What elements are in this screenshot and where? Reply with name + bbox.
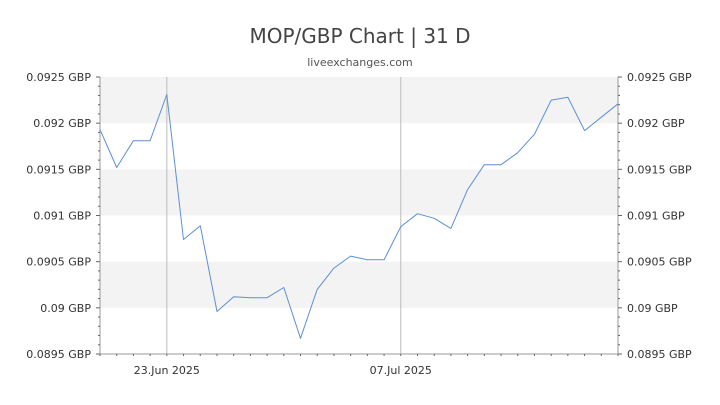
x-tick-label: 07.Jul 2025 <box>370 364 432 377</box>
x-tick-label: 23.Jun 2025 <box>134 364 200 377</box>
y-tick-label-left: 0.0915 GBP <box>26 163 91 176</box>
y-tick-label-right: 0.0915 GBP <box>627 163 692 176</box>
grid-band <box>100 77 618 124</box>
grid-band <box>100 169 618 216</box>
grid-band <box>100 261 618 308</box>
chart-title: MOP/GBP Chart | 31 D <box>249 24 471 48</box>
y-tick-label-right: 0.09 GBP <box>627 302 678 315</box>
y-tick-label-right: 0.092 GBP <box>627 117 685 130</box>
series-line <box>99 94 619 339</box>
y-tick-label-left: 0.0895 GBP <box>26 348 91 361</box>
y-tick-label-right: 0.0925 GBP <box>627 71 692 84</box>
y-tick-label-left: 0.091 GBP <box>33 210 91 223</box>
chart-subtitle: liveexchanges.com <box>307 56 413 69</box>
y-tick-label-right: 0.091 GBP <box>627 210 685 223</box>
y-tick-label-left: 0.09 GBP <box>40 302 91 315</box>
y-tick-label-left: 0.0905 GBP <box>26 256 91 269</box>
y-tick-label-right: 0.0905 GBP <box>627 256 692 269</box>
y-tick-label-left: 0.092 GBP <box>33 117 91 130</box>
y-tick-label-right: 0.0895 GBP <box>627 348 692 361</box>
y-tick-label-left: 0.0925 GBP <box>26 71 91 84</box>
